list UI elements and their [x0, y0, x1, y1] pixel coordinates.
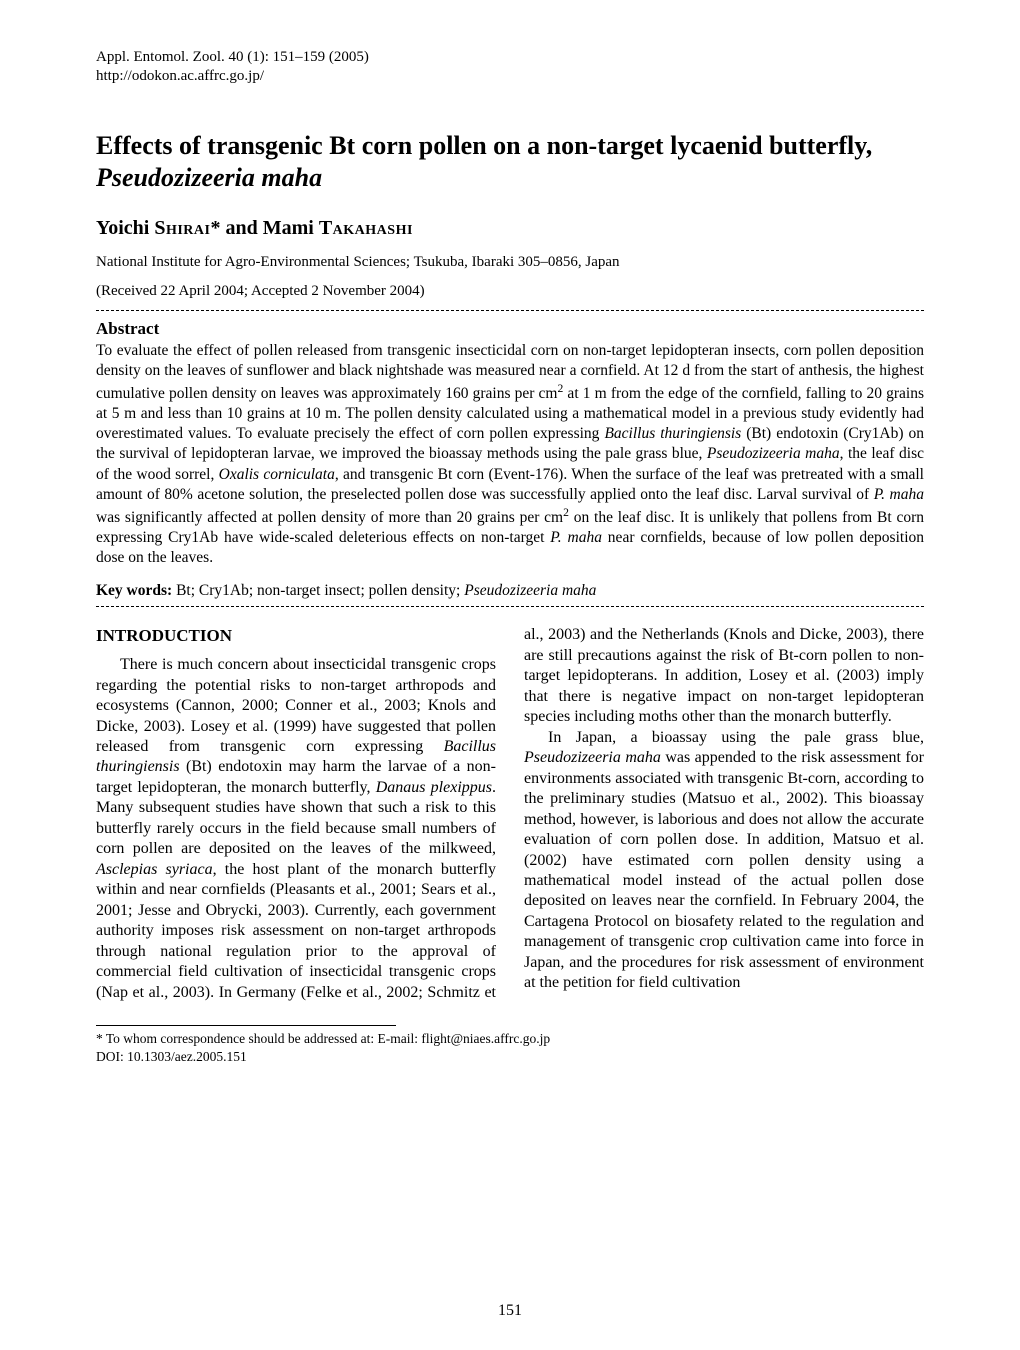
abs-i3: Oxalis corniculata — [219, 466, 335, 483]
footnote-rule — [96, 1025, 396, 1026]
abs-i5: P. maha — [550, 529, 602, 546]
p1-i2: Danaus plexippus — [376, 779, 492, 796]
intro-heading: INTRODUCTION — [96, 625, 496, 647]
abstract-heading: Abstract — [96, 319, 924, 339]
abs-i2: Pseudozizeeria maha — [707, 445, 840, 462]
keywords-line: Key words: Bt; Cry1Ab; non-target insect… — [96, 582, 924, 600]
abs-i4: P. maha — [874, 486, 924, 503]
keywords-text: Bt; Cry1Ab; non-target insect; pollen de… — [172, 582, 464, 599]
author2-given: Mami — [263, 217, 319, 239]
dash-rule-bottom — [96, 606, 924, 607]
p2-i1: Pseudozizeeria maha — [524, 749, 661, 766]
keywords-species: Pseudozizeeria maha — [464, 582, 596, 599]
journal-line: Appl. Entomol. Zool. 40 (1): 151–159 (20… — [96, 48, 924, 67]
affiliation: National Institute for Agro-Environmenta… — [96, 254, 924, 271]
dash-rule-top — [96, 310, 924, 311]
author1-surname: Shirai — [154, 217, 210, 239]
author-joiner: and — [220, 217, 262, 239]
p2-t2: was appended to the risk assessment for … — [524, 749, 924, 991]
received-dates: (Received 22 April 2004; Accepted 2 Nove… — [96, 283, 924, 300]
p2-t1: In Japan, a bioassay using the pale gras… — [548, 729, 924, 746]
abstract-body: To evaluate the effect of pollen release… — [96, 341, 924, 569]
abs-i1: Bacillus thuringiensis — [604, 425, 741, 442]
journal-url: http://odokon.ac.affrc.go.jp/ — [96, 67, 924, 86]
article-title: Effects of transgenic Bt corn pollen on … — [96, 130, 924, 195]
p1-i3: Asclepias syriaca — [96, 861, 213, 878]
body-columns: INTRODUCTION There is much concern about… — [96, 625, 924, 1003]
author-line: Yoichi Shirai* and Mami Takahashi — [96, 217, 924, 240]
author2-surname: Takahashi — [319, 217, 413, 239]
intro-para-2: In Japan, a bioassay using the pale gras… — [524, 728, 924, 994]
author1-given: Yoichi — [96, 217, 154, 239]
author1-marker: * — [210, 217, 220, 239]
page-root: Appl. Entomol. Zool. 40 (1): 151–159 (20… — [0, 0, 1020, 1350]
page-number: 151 — [0, 1302, 1020, 1320]
abs-t6: was significantly affected at pollen den… — [96, 509, 563, 526]
doi-footnote: DOI: 10.1303/aez.2005.151 — [96, 1048, 924, 1066]
title-plain: Effects of transgenic Bt corn pollen on … — [96, 131, 872, 160]
title-species: Pseudozizeeria maha — [96, 163, 322, 192]
keywords-label: Key words: — [96, 582, 172, 599]
corresponding-footnote: * To whom correspondence should be addre… — [96, 1030, 924, 1048]
p1-t1: There is much concern about insecticidal… — [96, 656, 496, 755]
